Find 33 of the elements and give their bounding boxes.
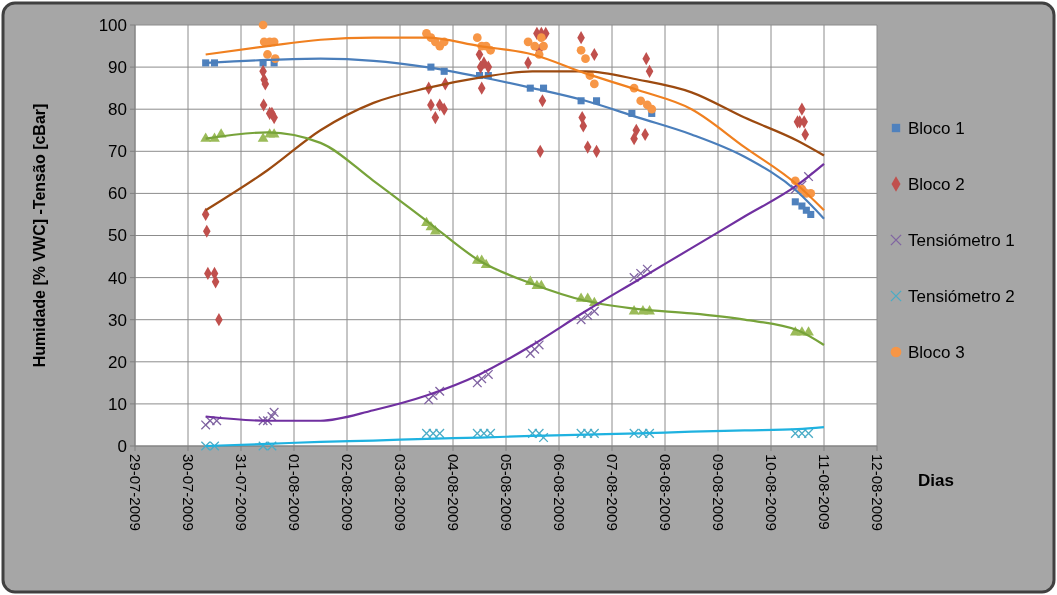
legend-label: Bloco 1: [908, 118, 965, 138]
x-tick-label: 01-08-2009: [285, 454, 303, 531]
x-tick-label: 30-07-2009: [179, 454, 197, 531]
x-tick-label: 04-08-2009: [444, 454, 462, 531]
x-tick-label: 10-08-2009: [762, 454, 780, 531]
y-tick-label: 90: [108, 58, 127, 78]
y-tick-label: 0: [117, 436, 127, 456]
legend-label: Bloco 3: [908, 342, 965, 362]
y-tick-label: 80: [108, 100, 127, 120]
x-tick-label: 11-08-2009: [815, 454, 833, 530]
x-tick-label: 03-08-2009: [391, 454, 409, 531]
x-tick-label: 09-08-2009: [709, 454, 727, 531]
x-tick-label: 06-08-2009: [550, 454, 568, 531]
y-tick-label: 30: [108, 310, 127, 330]
y-tick-label: 70: [108, 142, 127, 162]
x-tick-label: 07-08-2009: [603, 454, 621, 531]
y-tick-label: 60: [108, 184, 127, 204]
legend-label: Tensiómetro 2: [908, 286, 1015, 306]
x-tick-label: 05-08-2009: [497, 454, 515, 531]
y-tick-label: 100: [98, 15, 127, 35]
legend-label: Bloco 2: [908, 174, 965, 194]
y-axis-title: Humidade [% VWC] -Tensão [cBar]: [31, 103, 48, 368]
legend-label: Tensiómetro 1: [908, 230, 1015, 250]
x-axis-title: Dias: [918, 471, 954, 490]
y-tick-label: 10: [108, 394, 127, 414]
x-tick-label: 08-08-2009: [656, 454, 674, 531]
x-tick-label: 29-07-2009: [126, 454, 144, 531]
x-tick-label: 12-08-2009: [868, 454, 886, 531]
x-tick-label: 02-08-2009: [338, 454, 356, 531]
y-tick-label: 20: [108, 352, 127, 372]
x-tick-label: 31-07-2009: [232, 454, 250, 531]
y-tick-label: 50: [108, 226, 127, 246]
y-tick-label: 40: [108, 268, 127, 288]
